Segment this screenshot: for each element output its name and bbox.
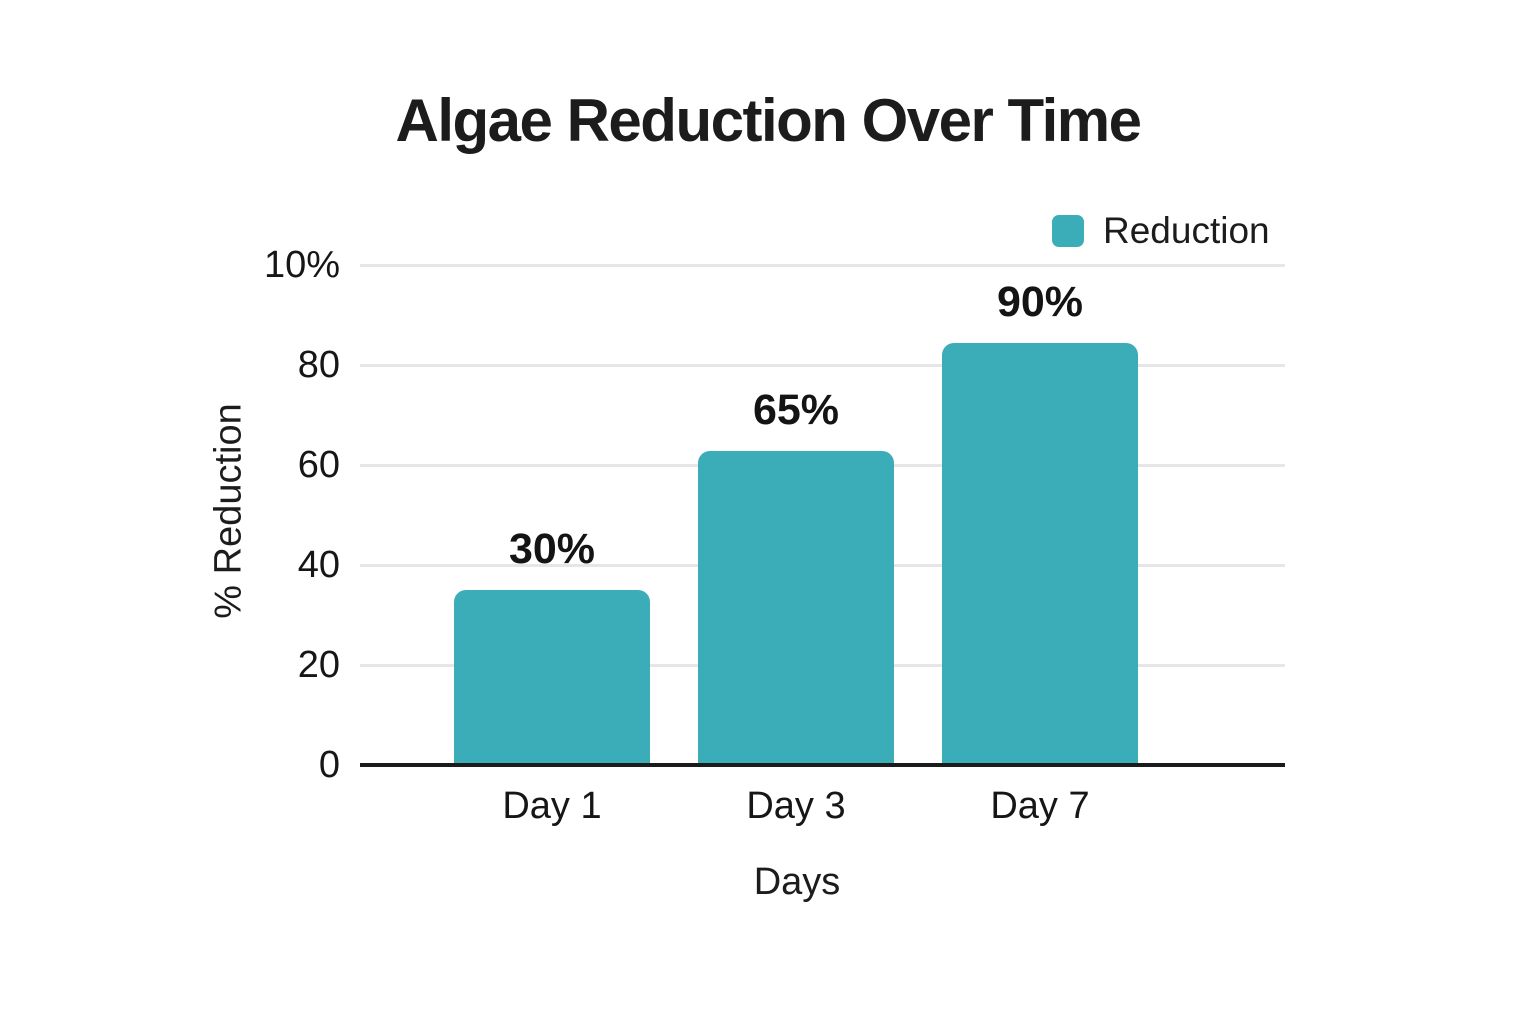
bar-day-3	[698, 451, 894, 765]
x-axis-line	[360, 763, 1285, 767]
plot-area: Days 10% 80 60 40 20 0 30% Day 1 65% Day 3 90% Day …	[264, 246, 1285, 903]
bar-value-label: 90%	[996, 278, 1084, 326]
y-axis-title: % Reduction	[207, 403, 250, 619]
x-tick-label: Day 7	[990, 785, 1090, 827]
legend: Reduction	[1052, 210, 1270, 252]
bar-day-1	[454, 590, 650, 765]
y-tick-label: 0	[318, 744, 340, 786]
bar-day-7	[942, 343, 1138, 765]
x-tick-label: Day 3	[746, 785, 846, 827]
x-tick-label: Day 1	[502, 785, 602, 827]
y-tick-label: 80	[297, 344, 340, 386]
y-tick-label: 10%	[263, 244, 340, 286]
y-tick-label: 20	[297, 644, 340, 686]
legend-label: Reduction	[1103, 210, 1270, 251]
gridline-y-80	[360, 363, 1285, 367]
gridline-y-100	[360, 263, 1285, 267]
bar-value-label: 65%	[752, 386, 840, 434]
legend-swatch-icon	[1052, 215, 1084, 247]
x-axis-title: Days	[753, 861, 841, 903]
y-tick-label: 60	[297, 444, 340, 486]
bar-value-label: 30%	[508, 525, 596, 573]
y-tick-label: 40	[297, 544, 340, 586]
chart-title: Algae Reduction Over Time	[395, 87, 1142, 154]
